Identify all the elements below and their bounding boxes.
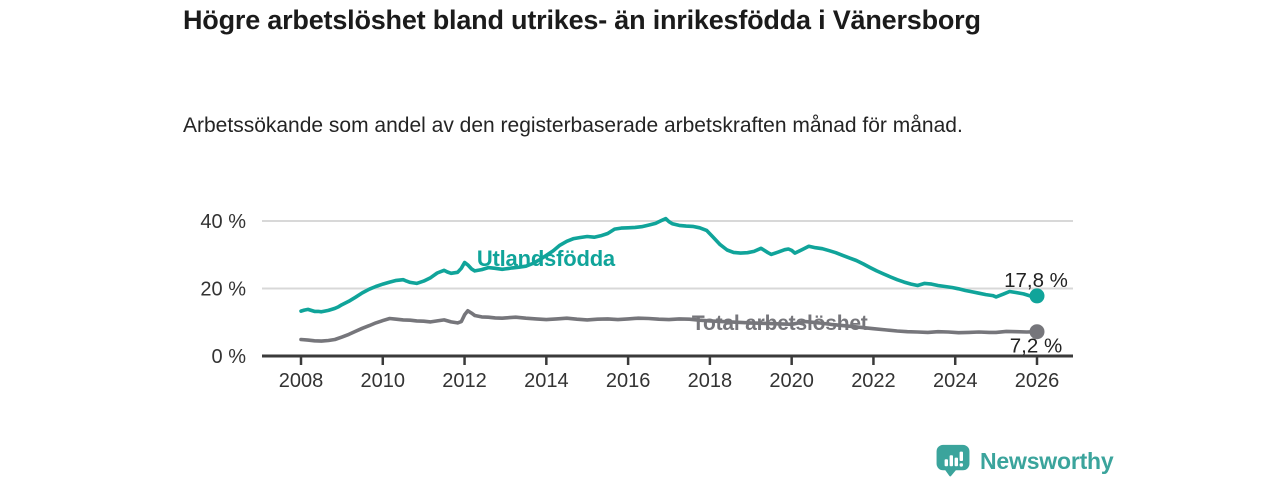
x-tick-label-2024: 2024 <box>933 370 978 392</box>
newsworthy-logo[interactable]: Newsworthy <box>936 443 1114 479</box>
x-tick-label-2012: 2012 <box>442 370 487 392</box>
x-tick-label-2020: 2020 <box>769 370 814 392</box>
x-tick-label-2026: 2026 <box>1015 370 1060 392</box>
series-label-total: Total arbetslöshet <box>692 312 868 335</box>
x-tick-label-2010: 2010 <box>361 370 406 392</box>
x-tick-label-2016: 2016 <box>606 370 651 392</box>
series-label-utlandsfodda: Utlandsfödda <box>477 246 616 271</box>
chart-title: Högre arbetslöshet bland utrikes- än inr… <box>183 5 981 35</box>
y-tick-label-40: 40 % <box>200 211 246 233</box>
series-line-total <box>299 308 1039 343</box>
x-tick-label-2014: 2014 <box>524 370 569 392</box>
end-value-label-total: 7,2 % <box>1010 335 1062 358</box>
newsworthy-logo-icon <box>936 444 970 477</box>
series-end-dot-total <box>1029 324 1045 340</box>
x-tick-label-2018: 2018 <box>688 370 733 392</box>
end-value-label-utlandsfodda: 17,8 % <box>1004 269 1068 292</box>
series-line-utlandsfodda <box>299 216 1039 314</box>
chart-subtitle: Arbetssökande som andel av den registerb… <box>183 114 963 137</box>
logo-bubble-shape <box>936 444 970 477</box>
x-tick-label-2022: 2022 <box>851 370 896 392</box>
y-tick-label-0: 0 % <box>212 346 247 368</box>
x-tick-label-2008: 2008 <box>279 370 324 392</box>
logo-bar-chart-glyph <box>944 451 963 467</box>
newsworthy-brand-text: Newsworthy <box>980 447 1114 474</box>
series-end-dot-utlandsfodda <box>1029 288 1045 304</box>
y-tick-label-20: 20 % <box>200 279 246 301</box>
